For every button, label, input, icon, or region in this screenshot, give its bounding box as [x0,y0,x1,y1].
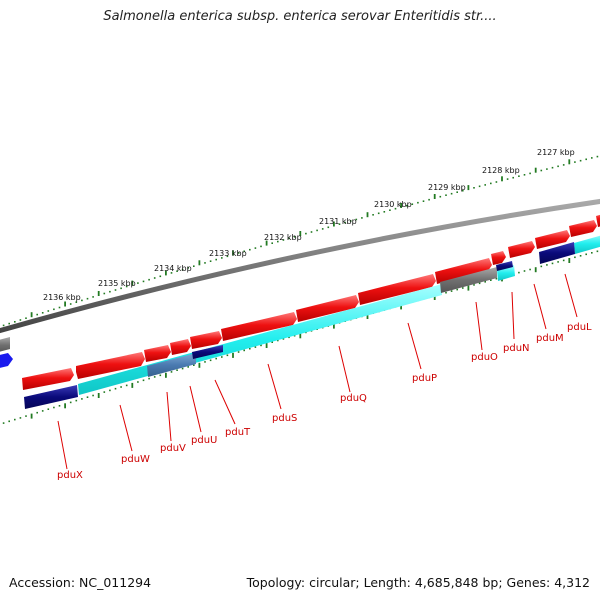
scale-label: 2129 kbp [428,183,466,192]
scale-label: 2128 kbp [482,166,520,175]
gene-arrow-forward[interactable] [22,368,74,390]
gene-label-pduS[interactable]: pduS [272,413,297,424]
gene-labels: pduL pduM pduN pduO pduP pduQ pduS pduT … [57,322,592,481]
gene-arrow-forward[interactable] [358,274,436,305]
reverse-strand-cds [78,233,600,395]
forward-strand-genes [22,212,600,390]
gene-arrow-forward[interactable] [170,339,191,355]
feature-gray[interactable] [440,267,497,293]
gene-label-pduW[interactable]: pduW [121,454,150,465]
gene-block-reverse[interactable] [192,345,223,359]
gene-arrow-forward[interactable] [508,241,535,258]
scale-label: 2135 kbp [98,279,136,288]
scale-label: 2136 kbp [43,293,81,302]
gene-arrow-forward[interactable] [76,352,145,379]
gene-label-pduU[interactable]: pduU [191,435,217,446]
gene-arrow-forward[interactable] [569,220,597,237]
gene-arrow-forward[interactable] [190,331,222,349]
scale-label: 2130 kbp [374,200,412,209]
scale-label: 2133 kbp [209,249,247,258]
feature-steel[interactable] [147,353,196,377]
gene-label-pduN[interactable]: pduN [503,343,530,354]
cds-band[interactable] [574,233,600,254]
gene-label-pduP[interactable]: pduP [412,373,437,384]
scale-label: 2132 kbp [264,233,302,242]
gene-label-pduO[interactable]: pduO [471,352,498,363]
gene-block-reverse[interactable] [24,385,78,409]
genome-backbone [0,198,600,334]
gene-label-pduX[interactable]: pduX [57,470,83,481]
reverse-strand-genes [24,242,575,409]
partial-feature-blue[interactable] [0,353,13,369]
gene-arrow-forward[interactable] [435,258,492,284]
genome-summary: Topology: circular; Length: 4,685,848 bp… [246,575,590,590]
gene-arrow-forward[interactable] [221,312,297,341]
gene-arrow-forward[interactable] [296,295,359,322]
scale-label: 2127 kbp [537,148,575,157]
gene-arrow-forward[interactable] [596,212,600,227]
scale-label: 2134 kbp [154,264,192,273]
scale-ring-outer [2,155,599,327]
accession-label: Accession: NC_011294 [9,575,152,590]
scale-label: 2131 kbp [319,217,357,226]
gene-label-pduQ[interactable]: pduQ [340,393,367,404]
scale-labels: 2127 kbp 2128 kbp 2129 kbp 2130 kbp 2131… [43,148,575,302]
partial-feature-gray[interactable] [0,337,10,353]
gene-arrow-forward[interactable] [144,345,171,362]
gene-block-reverse[interactable] [496,261,513,271]
gene-arrow-forward[interactable] [535,230,570,249]
map-title: Salmonella enterica subsp. enterica sero… [103,9,497,24]
gene-arrow-forward[interactable] [491,251,506,265]
gene-label-pduL[interactable]: pduL [567,322,592,333]
cds-band[interactable] [78,284,442,395]
gene-label-pduM[interactable]: pduM [536,333,564,344]
gene-label-pduT[interactable]: pduT [225,427,251,438]
gene-leader-lines [57,273,578,470]
gene-label-pduV[interactable]: pduV [160,443,186,454]
gene-block-reverse[interactable] [539,242,575,264]
